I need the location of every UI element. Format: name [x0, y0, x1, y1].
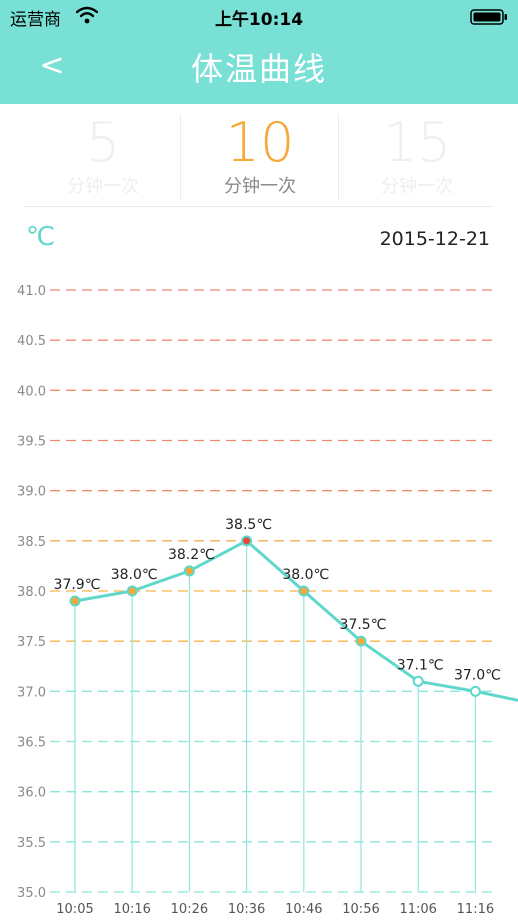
y-tick-label: 37.0	[17, 685, 46, 700]
interval-selector: 5 分钟一次 10 分钟一次 15 分钟一次	[0, 110, 518, 206]
y-tick-label: 39.5	[17, 435, 46, 450]
data-label: 37.5℃	[340, 617, 387, 633]
y-tick-label: 38.0	[17, 585, 46, 600]
battery-icon	[470, 9, 507, 25]
y-tick-label: 38.5	[17, 535, 46, 550]
y-tick-label: 41.0	[17, 284, 46, 299]
y-tick-label: 35.0	[17, 886, 46, 901]
chart-date: 2015-12-21	[379, 228, 490, 250]
interval-value: 5	[85, 111, 121, 174]
x-tick-label: 10:26	[171, 902, 208, 917]
data-point	[412, 675, 424, 687]
data-label: 37.0℃	[454, 667, 501, 683]
data-point	[126, 585, 138, 597]
status-bar: 运营商 上午10:14	[0, 0, 518, 34]
temperature-unit: ℃	[26, 222, 56, 252]
interval-divider	[180, 114, 181, 200]
interval-value: 15	[382, 111, 452, 174]
y-tick-label: 36.5	[17, 736, 46, 751]
data-label: 37.1℃	[397, 657, 444, 673]
interval-option-15[interactable]: 15 分钟一次	[332, 110, 502, 202]
data-label: 37.9℃	[54, 577, 101, 593]
y-tick-label: 37.5	[17, 635, 46, 650]
y-tick-label: 40.0	[17, 384, 46, 399]
x-tick-label: 11:06	[399, 902, 436, 917]
y-tick-label: 39.0	[17, 485, 46, 500]
data-point	[298, 585, 310, 597]
page-title: 体温曲线	[190, 50, 327, 88]
x-tick-label: 10:36	[228, 902, 265, 917]
x-tick-label: 11:16	[457, 902, 494, 917]
section-divider	[24, 206, 494, 207]
data-point	[241, 535, 253, 547]
data-label: 38.2℃	[168, 547, 215, 563]
header-bar: 运营商 上午10:14 < 体温曲线	[0, 0, 518, 104]
carrier-name: 运营商	[10, 10, 61, 30]
x-tick-label: 10:05	[56, 902, 93, 917]
data-point	[183, 565, 195, 577]
data-point	[69, 595, 81, 607]
interval-option-10[interactable]: 10 分钟一次	[175, 110, 345, 202]
chevron-left-icon: <	[39, 48, 65, 83]
back-button[interactable]: <	[36, 48, 68, 84]
y-tick-label: 40.5	[17, 334, 46, 349]
data-label: 38.0℃	[282, 567, 329, 583]
interval-option-5[interactable]: 5 分钟一次	[18, 110, 188, 202]
data-label: 38.0℃	[111, 567, 158, 583]
y-tick-label: 35.5	[17, 836, 46, 851]
x-tick-label: 10:56	[342, 902, 379, 917]
y-tick-label: 36.0	[17, 786, 46, 801]
wifi-icon	[76, 6, 98, 24]
interval-divider	[338, 114, 339, 200]
interval-label: 分钟一次	[224, 176, 296, 197]
interval-value: 10	[225, 111, 295, 174]
status-time: 上午10:14	[214, 10, 304, 30]
interval-label: 分钟一次	[381, 176, 453, 197]
temperature-chart: 41.0 40.5 40.0 39.5 39.0 38.5 38.0 37.5 37.0 36.5…	[17, 284, 518, 917]
x-tick-label: 10:16	[113, 902, 150, 917]
data-label: 38.5℃	[225, 517, 272, 533]
data-point	[355, 635, 367, 647]
series-line	[74, 539, 518, 702]
interval-label: 分钟一次	[67, 176, 139, 197]
data-point	[469, 685, 481, 697]
x-tick-label: 10:46	[285, 902, 322, 917]
